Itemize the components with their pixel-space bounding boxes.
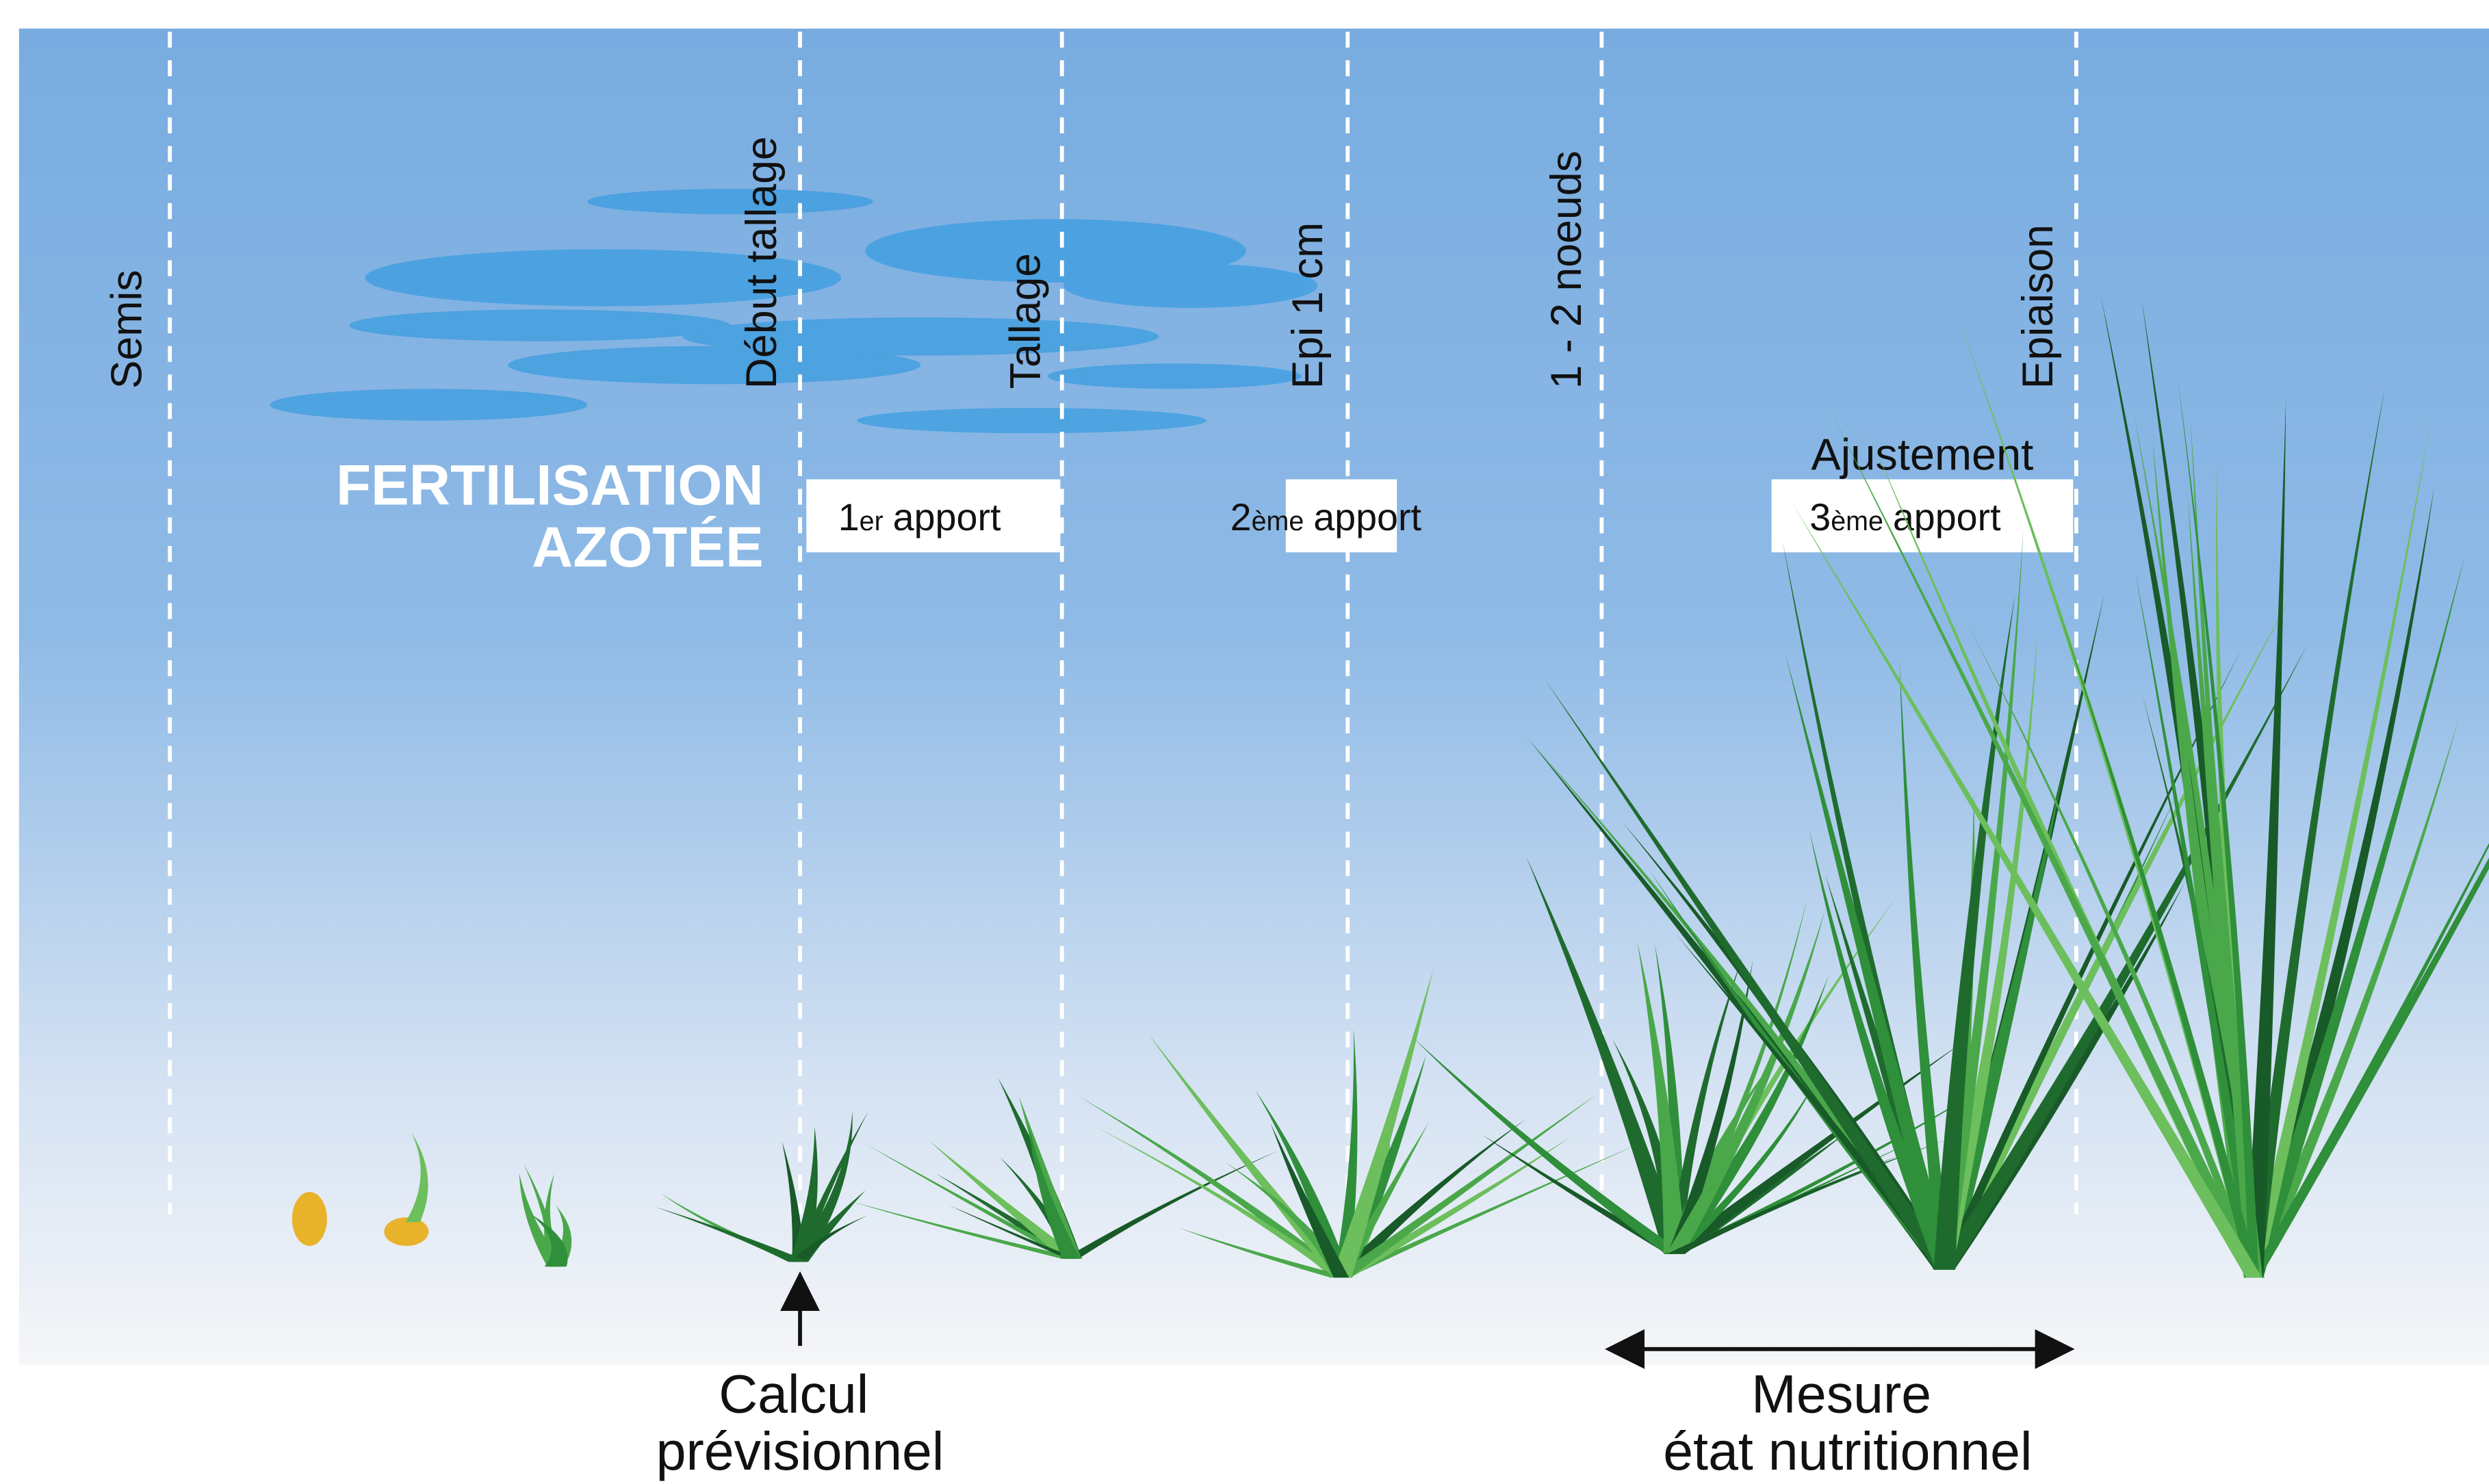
cloud: [857, 408, 1207, 434]
apport-number: 1: [838, 496, 860, 538]
leaf: [2246, 385, 2386, 1278]
stage-label: Début tallage: [738, 136, 786, 389]
leaf: [1545, 679, 1954, 1270]
seed: [292, 1192, 327, 1247]
apport-heading: Ajustement: [1811, 430, 2034, 480]
apport-suffix: ème: [1831, 506, 1883, 536]
leaf: [1064, 1150, 1279, 1259]
apport-text: apport: [1313, 496, 1421, 538]
stage-labels: Semis Début tallage Tallage Epi 1 cm 1 -…: [103, 136, 2062, 389]
leaf: [654, 1206, 809, 1262]
sky: [18, 28, 2489, 1366]
leaf: [1333, 1028, 1358, 1278]
leaf: [788, 1126, 818, 1262]
leaf: [530, 1213, 568, 1267]
calcul-label: Calcul: [719, 1364, 868, 1424]
cloud: [270, 389, 588, 421]
leaf: [2244, 398, 2286, 1278]
leaf: [1939, 649, 2241, 1270]
stage-label: 1 - 2 noeuds: [1543, 151, 1590, 389]
apport-box: [1285, 479, 1397, 553]
leaf: [1254, 1089, 1351, 1278]
mesure-label: état nutritionnel: [1663, 1421, 2032, 1481]
mesure-label: Mesure: [1751, 1364, 1931, 1424]
leaf: [1332, 1119, 1526, 1278]
stage-label: Semis: [103, 270, 151, 389]
apport-label: 1er apport: [838, 496, 1001, 538]
plants: [292, 295, 2489, 1278]
stage-label: Epi 1 cm: [1284, 222, 1332, 389]
leaf: [790, 1111, 853, 1262]
leaf: [1933, 594, 2015, 1270]
apport-suffix: ème: [1252, 506, 1304, 536]
cloud: [365, 249, 842, 307]
leaf: [790, 1215, 868, 1262]
leaf: [2054, 598, 2260, 1278]
leaf: [1334, 1143, 1640, 1278]
leaf: [1968, 623, 2259, 1278]
cloud: [508, 346, 921, 385]
apport-label: 3ème apport: [1809, 496, 2001, 538]
leaf: [1668, 956, 1742, 1254]
cloud: [1063, 263, 1318, 309]
seed: [384, 1217, 429, 1247]
apport-number: 2: [1230, 496, 1252, 538]
cloud: [587, 189, 873, 215]
title-line: FERTILISATION: [336, 453, 764, 517]
apport-box: [1771, 479, 2074, 553]
leaf: [1224, 1161, 1350, 1278]
leaf: [519, 1173, 564, 1267]
cloud: [1047, 363, 1302, 389]
stage-label: Epiaison: [2014, 224, 2062, 389]
apport-box: [806, 479, 1061, 553]
leaf: [2177, 374, 2259, 1278]
leaf: [2135, 569, 2260, 1278]
leaf: [405, 1132, 428, 1223]
leaf: [1792, 502, 2262, 1278]
stage-label: Tallage: [1001, 253, 1049, 389]
cloud: [349, 309, 730, 341]
apport-number: 3: [1809, 496, 1831, 538]
apport-label: 2ème apport: [1230, 496, 1422, 538]
title-line: AZOTÉE: [532, 515, 764, 579]
apport-text: apport: [1893, 496, 2001, 538]
dividers: [168, 31, 2078, 1214]
leaf: [1078, 1095, 1351, 1278]
leaf: [1525, 856, 1686, 1254]
apport-suffix: er: [860, 506, 884, 536]
leaf: [1637, 941, 1686, 1254]
apport-text: apport: [893, 496, 1001, 538]
leaf: [1029, 1125, 1081, 1259]
leaf: [1666, 1155, 1900, 1254]
calcul-label: prévisionnel: [656, 1421, 944, 1481]
leaf: [1831, 413, 2261, 1278]
leaf: [1095, 1126, 1349, 1278]
